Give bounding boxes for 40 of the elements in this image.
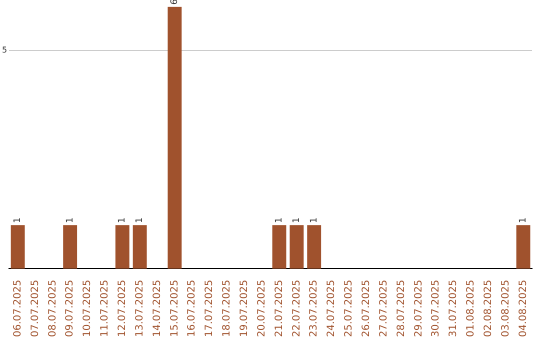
x-tick-label: 28.07.2025 bbox=[396, 280, 407, 338]
x-tick-label: 27.07.2025 bbox=[378, 280, 390, 338]
x-tick-label: 20.07.2025 bbox=[256, 280, 268, 338]
data-label: 1 bbox=[292, 217, 302, 224]
x-tick-label: 24.07.2025 bbox=[326, 280, 338, 338]
data-label: 6 bbox=[170, 0, 180, 5]
y-tick-label: 5 bbox=[2, 46, 8, 55]
x-tick-label: 13.07.2025 bbox=[134, 280, 146, 338]
x-tick-label: 26.07.2025 bbox=[361, 280, 372, 338]
x-tick-label: 15.07.2025 bbox=[169, 280, 180, 338]
data-label: 1 bbox=[65, 217, 76, 224]
data-label: 1 bbox=[274, 217, 285, 224]
data-label: 1 bbox=[118, 217, 128, 224]
x-tick-label: 22.07.2025 bbox=[291, 280, 302, 338]
x-tick-label: 06.07.2025 bbox=[12, 280, 24, 338]
x-tick-label: 18.07.2025 bbox=[222, 280, 233, 338]
x-tick-label: 21.07.2025 bbox=[274, 280, 285, 338]
data-label: 1 bbox=[309, 217, 320, 224]
x-tick-label: 10.07.2025 bbox=[82, 280, 94, 338]
x-tick-label: 23.07.2025 bbox=[308, 280, 320, 338]
x-tick-label: 17.07.2025 bbox=[204, 280, 216, 338]
x-tick-label: 30.07.2025 bbox=[430, 280, 442, 338]
x-tick-label: 19.07.2025 bbox=[238, 280, 250, 338]
x-tick-label: 14.07.2025 bbox=[152, 280, 163, 338]
x-tick-label: 12.07.2025 bbox=[116, 280, 128, 338]
x-tick-label: 16.07.2025 bbox=[186, 280, 198, 338]
x-tick-label: 31.07.2025 bbox=[448, 280, 460, 338]
x-tick-label: 11.07.2025 bbox=[100, 280, 111, 338]
data-label: 1 bbox=[13, 217, 24, 224]
data-label: 1 bbox=[518, 217, 529, 224]
x-tick-label: 01.08.2025 bbox=[466, 280, 477, 338]
x-tick-label: 25.07.2025 bbox=[344, 280, 355, 338]
x-tick-label: 08.07.2025 bbox=[47, 280, 58, 338]
x-tick-label: 03.08.2025 bbox=[500, 280, 512, 338]
x-tick-label: 04.08.2025 bbox=[518, 280, 529, 338]
x-tick-label: 07.07.2025 bbox=[30, 280, 41, 338]
x-tick-label: 09.07.2025 bbox=[64, 280, 76, 338]
x-tick-label: 29.07.2025 bbox=[413, 280, 424, 338]
data-label: 1 bbox=[135, 217, 146, 224]
x-tick-label: 02.08.2025 bbox=[483, 280, 494, 338]
